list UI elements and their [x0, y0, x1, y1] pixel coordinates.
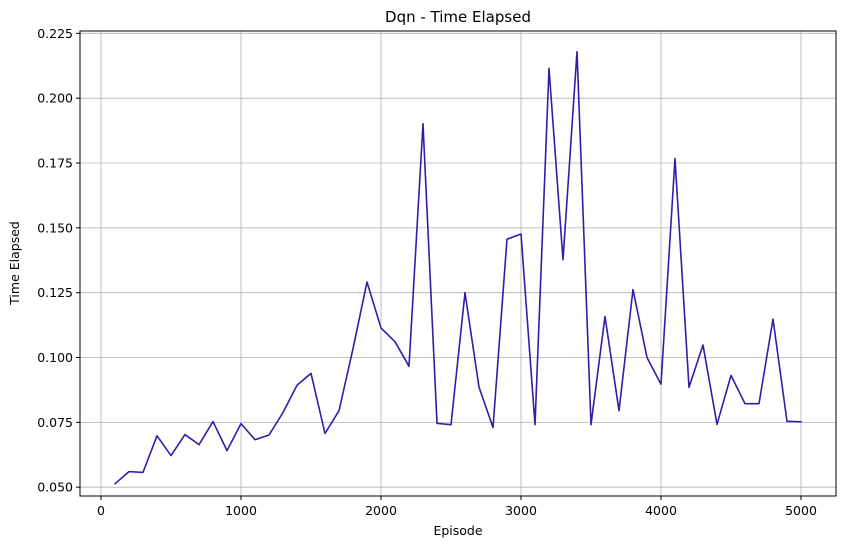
- x-tick-label: 5000: [785, 503, 817, 518]
- x-axis-ticks: 0 1000 2000 3000 4000 5000: [97, 496, 817, 518]
- x-tick-label: 1000: [225, 503, 257, 518]
- y-tick-label: 0.225: [37, 26, 73, 41]
- x-tick-label: 4000: [645, 503, 677, 518]
- x-tick-label: 0: [97, 503, 105, 518]
- y-tick-label: 0.100: [37, 350, 73, 365]
- plot-frame: [79, 30, 837, 497]
- y-tick-label: 0.050: [37, 480, 73, 495]
- y-tick-label: 0.075: [37, 415, 73, 430]
- x-tick-label: 2000: [365, 503, 397, 518]
- chart-title: Dqn - Time Elapsed: [385, 8, 531, 26]
- series-line-0: [114, 50, 802, 485]
- y-axis-ticks: 0.050 0.075 0.100 0.125 0.150 0.175 0.200 0.225: [37, 26, 80, 495]
- x-axis-label: Episode: [433, 523, 482, 538]
- y-gridlines: [80, 32, 836, 488]
- x-gridlines: [100, 31, 802, 496]
- y-axis-label: Time Elapsed: [7, 221, 22, 306]
- series-layer: [114, 50, 802, 485]
- y-tick-label: 0.125: [37, 285, 73, 300]
- x-tick-label: 3000: [505, 503, 537, 518]
- y-tick-label: 0.150: [37, 220, 73, 235]
- y-tick-label: 0.175: [37, 156, 73, 171]
- y-tick-label: 0.200: [37, 91, 73, 106]
